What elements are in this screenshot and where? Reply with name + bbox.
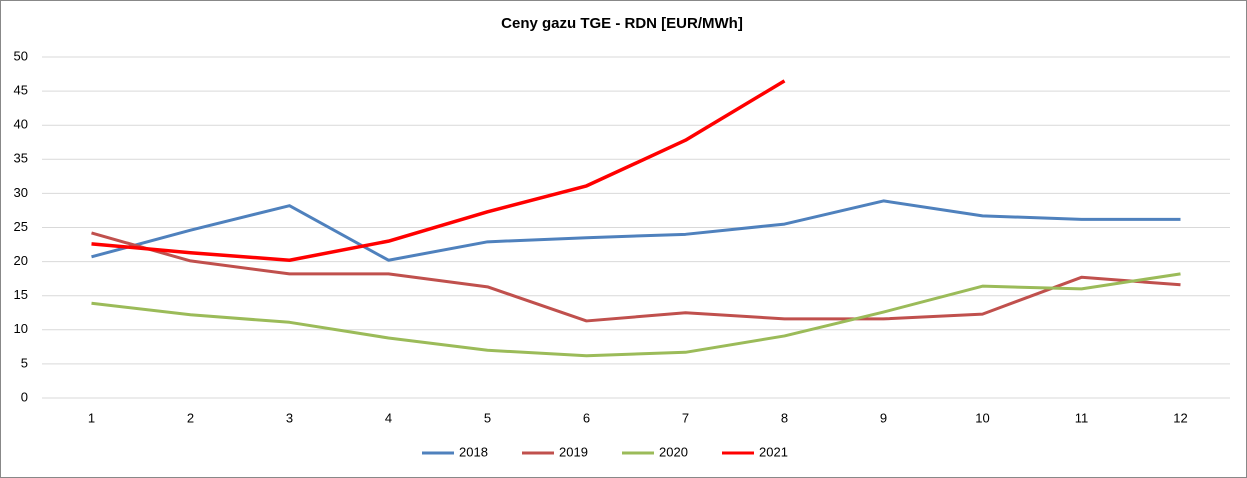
x-tick-label: 9 — [880, 410, 887, 425]
y-tick-label: 35 — [14, 151, 28, 166]
x-tick-label: 12 — [1173, 410, 1187, 425]
y-tick-label: 20 — [14, 253, 28, 268]
series-line — [91, 79, 786, 262]
legend-label: 2018 — [459, 444, 488, 459]
y-tick-label: 0 — [21, 389, 28, 404]
x-tick-label: 6 — [583, 410, 590, 425]
x-tick-label: 10 — [975, 410, 989, 425]
y-tick-label: 25 — [14, 219, 28, 234]
y-tick-label: 50 — [14, 48, 28, 63]
y-tick-label: 5 — [21, 355, 28, 370]
legend-label: 2021 — [759, 444, 788, 459]
y-tick-label: 15 — [14, 287, 28, 302]
x-tick-label: 11 — [1075, 410, 1089, 425]
x-tick-label: 4 — [385, 410, 392, 425]
y-tick-label: 30 — [14, 185, 28, 200]
legend-label: 2019 — [559, 444, 588, 459]
x-tick-label: 1 — [88, 410, 95, 425]
x-tick-label: 2 — [187, 410, 194, 425]
x-tick-label: 7 — [682, 410, 689, 425]
y-tick-label: 40 — [14, 117, 28, 132]
series-line — [91, 231, 1181, 323]
series-line — [91, 272, 1181, 358]
y-tick-label: 10 — [14, 321, 28, 336]
series-line — [91, 199, 1181, 262]
legend-label: 2020 — [659, 444, 688, 459]
x-tick-label: 5 — [484, 410, 491, 425]
x-tick-label: 3 — [286, 410, 293, 425]
chart-title: Ceny gazu TGE - RDN [EUR/MWh] — [501, 15, 743, 32]
y-tick-label: 45 — [14, 83, 28, 98]
x-tick-label: 8 — [781, 410, 788, 425]
